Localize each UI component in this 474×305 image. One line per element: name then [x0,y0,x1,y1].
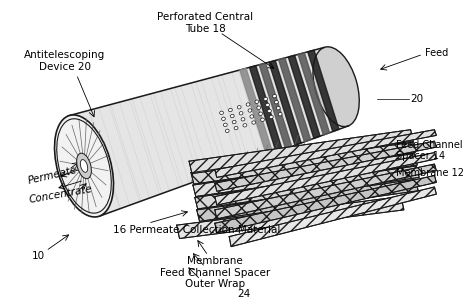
Text: 10: 10 [32,251,45,261]
Polygon shape [240,68,273,156]
Ellipse shape [274,100,278,104]
Text: Feed: Feed [425,48,448,58]
Text: Perforated Central
Tube 18: Perforated Central Tube 18 [157,12,254,34]
Polygon shape [288,55,320,138]
Ellipse shape [80,160,88,172]
Text: 16 Permeate Collection Material: 16 Permeate Collection Material [113,225,280,235]
Ellipse shape [77,153,91,179]
Text: 20: 20 [410,94,424,104]
Ellipse shape [261,118,264,121]
Ellipse shape [228,108,232,112]
Text: Concentrate: Concentrate [28,184,94,205]
Ellipse shape [250,115,254,118]
Polygon shape [269,60,301,145]
Ellipse shape [259,112,263,115]
Polygon shape [195,166,419,209]
Ellipse shape [255,100,259,103]
Ellipse shape [55,115,114,217]
Ellipse shape [221,117,225,120]
Ellipse shape [237,106,241,109]
Ellipse shape [225,129,229,133]
Ellipse shape [241,118,245,121]
Polygon shape [215,130,437,178]
Polygon shape [197,179,418,221]
Text: Feed Channel Spacer: Feed Channel Spacer [160,268,270,278]
Ellipse shape [223,123,227,127]
Ellipse shape [265,103,269,107]
Ellipse shape [273,95,276,98]
Ellipse shape [267,109,271,113]
Text: Feed Channel
Spacer 14: Feed Channel Spacer 14 [396,140,463,161]
Text: Membrane 12: Membrane 12 [396,168,464,178]
Ellipse shape [230,114,234,118]
Ellipse shape [243,124,247,127]
Text: Permeate: Permeate [27,165,78,186]
Ellipse shape [269,115,273,119]
Ellipse shape [278,113,282,116]
Ellipse shape [264,97,267,101]
Polygon shape [279,58,310,142]
Polygon shape [189,130,413,174]
Polygon shape [177,196,404,239]
Polygon shape [215,164,437,219]
Ellipse shape [232,120,236,124]
Text: Membrane: Membrane [187,257,243,267]
Text: Antitelescoping
Device 20: Antitelescoping Device 20 [24,50,106,72]
Polygon shape [193,153,417,196]
Polygon shape [259,63,292,149]
Text: 24: 24 [237,289,250,299]
Polygon shape [215,152,437,205]
Ellipse shape [257,106,261,109]
Ellipse shape [219,111,223,114]
Ellipse shape [313,47,359,127]
Ellipse shape [246,103,250,106]
Polygon shape [229,187,437,247]
Polygon shape [308,50,339,131]
Polygon shape [298,53,329,135]
Ellipse shape [248,109,252,112]
Polygon shape [249,66,283,152]
Polygon shape [191,141,415,184]
Polygon shape [68,48,348,216]
Ellipse shape [239,112,243,115]
Ellipse shape [252,121,255,124]
Polygon shape [215,141,437,191]
Ellipse shape [276,106,280,110]
Text: Outer Wrap: Outer Wrap [185,279,245,289]
Ellipse shape [234,126,238,130]
Polygon shape [215,175,437,233]
